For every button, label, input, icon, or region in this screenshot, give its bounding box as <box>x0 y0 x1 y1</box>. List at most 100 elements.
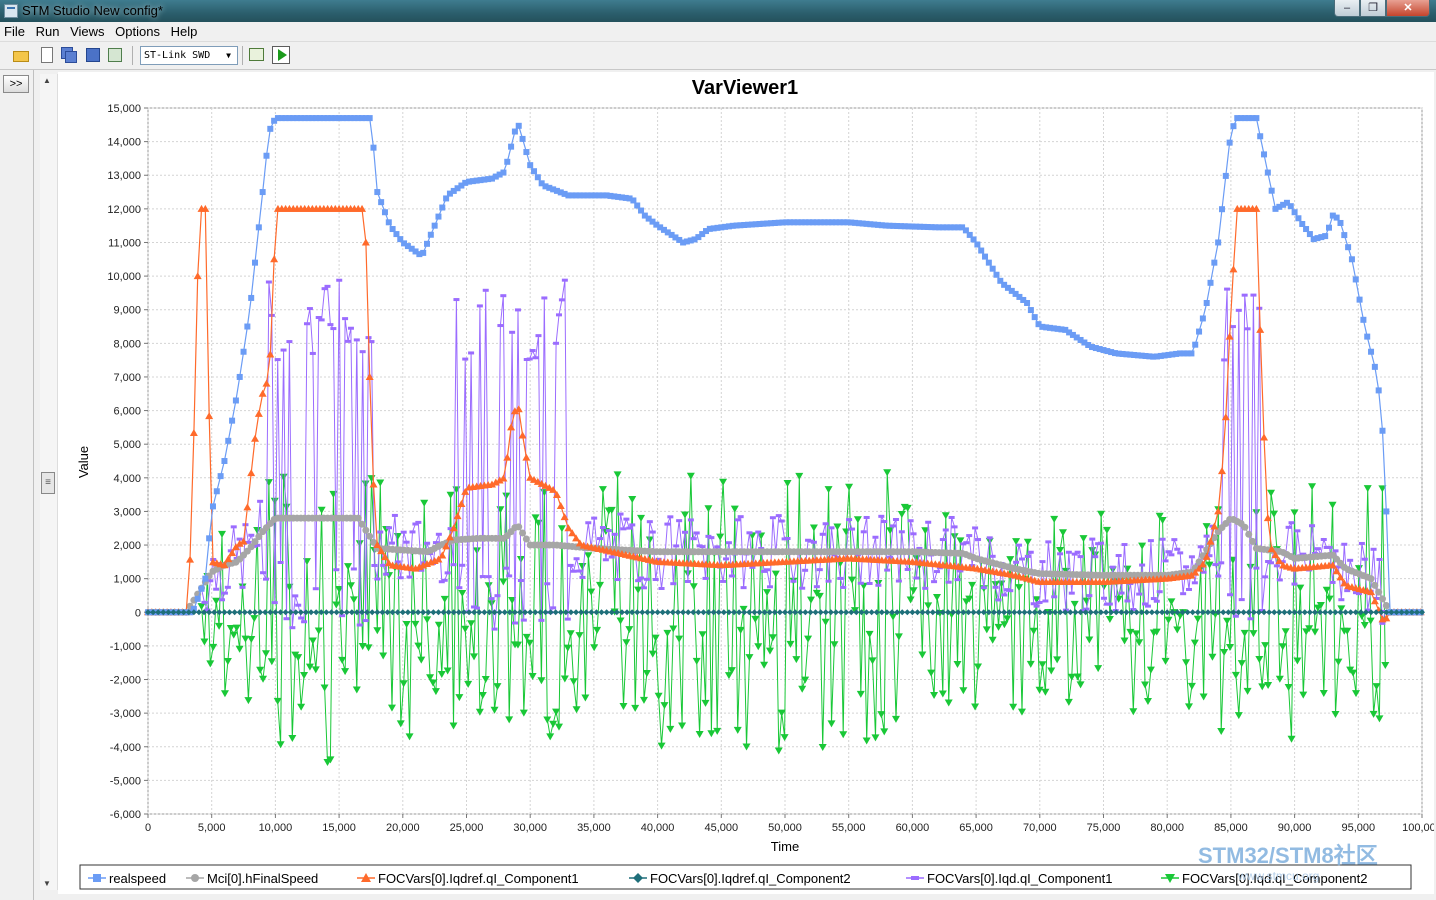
save-icon[interactable] <box>84 46 102 64</box>
data-point <box>1001 593 1008 597</box>
data-point <box>241 635 250 643</box>
data-point <box>1195 558 1203 566</box>
data-point <box>1052 609 1059 616</box>
close-button[interactable]: ✕ <box>1386 0 1430 17</box>
data-point <box>920 223 927 230</box>
data-point <box>664 229 671 236</box>
data-point <box>699 231 706 238</box>
data-point <box>1127 351 1134 358</box>
data-point <box>1001 609 1008 616</box>
table-icon[interactable] <box>248 46 266 64</box>
data-point <box>1134 352 1141 359</box>
data-point <box>649 609 656 616</box>
legend-marker <box>191 874 199 882</box>
data-point <box>887 555 894 559</box>
data-point <box>318 318 325 322</box>
save-all-icon[interactable] <box>60 46 78 64</box>
data-point <box>553 187 560 194</box>
data-point <box>347 115 354 122</box>
data-point <box>377 547 386 555</box>
data-point <box>894 223 901 230</box>
data-point <box>1012 538 1021 546</box>
data-point <box>1225 609 1232 616</box>
data-point <box>537 609 544 616</box>
data-point <box>430 609 437 616</box>
export-icon[interactable] <box>106 46 124 64</box>
data-point <box>673 544 680 548</box>
menu-views[interactable]: Views <box>70 24 105 39</box>
data-point <box>1074 550 1081 554</box>
data-point <box>1245 609 1252 616</box>
data-point <box>588 192 595 199</box>
data-point <box>253 526 262 534</box>
data-point <box>1023 538 1032 546</box>
data-point <box>261 650 270 658</box>
data-point <box>538 180 545 187</box>
scroll-down-icon[interactable]: ▼ <box>43 879 51 888</box>
data-point <box>197 603 206 611</box>
chevron-down-icon[interactable]: ▼ <box>226 51 231 60</box>
data-point <box>514 405 523 413</box>
data-point <box>985 259 992 266</box>
data-point <box>374 609 381 616</box>
data-point <box>557 609 564 616</box>
data-point <box>1344 589 1351 593</box>
data-point <box>914 609 921 616</box>
data-point <box>478 692 487 700</box>
new-file-icon[interactable] <box>38 46 56 64</box>
probe-select[interactable]: ST-Link SWD ▼ <box>140 46 238 65</box>
data-point <box>491 609 498 616</box>
data-point <box>1067 609 1074 616</box>
menu-file[interactable]: File <box>4 24 25 39</box>
data-point <box>371 563 378 567</box>
data-point <box>863 609 870 616</box>
data-point <box>283 617 290 621</box>
data-point <box>783 479 792 487</box>
data-point <box>634 586 643 594</box>
x-tick-label: 70,000 <box>1023 822 1057 834</box>
data-point <box>868 609 875 616</box>
data-point <box>411 620 420 628</box>
scroll-thumb[interactable]: ≡ <box>41 472 55 494</box>
expand-panel-button[interactable]: >> <box>3 75 29 93</box>
x-tick-label: 90,000 <box>1278 822 1312 834</box>
data-point <box>825 579 832 583</box>
data-point <box>1012 290 1019 297</box>
minimize-button[interactable]: – <box>1334 0 1360 17</box>
data-point <box>336 278 343 282</box>
data-point <box>1065 550 1072 554</box>
maximize-button[interactable]: ❐ <box>1360 0 1386 17</box>
data-point <box>1262 575 1269 579</box>
data-point <box>909 587 918 595</box>
data-point <box>680 239 687 246</box>
legend-label: FOCVars[0].Iqdref.qI_Component1 <box>378 871 579 886</box>
data-point <box>848 219 855 226</box>
data-point <box>780 734 789 742</box>
menu-run[interactable]: Run <box>35 24 60 39</box>
open-folder-icon[interactable] <box>12 46 30 64</box>
scroll-up-icon[interactable]: ▲ <box>43 76 51 85</box>
data-point <box>1249 630 1258 638</box>
window-title-bar: STM Studio New config* – ❐ ✕ <box>0 0 1436 22</box>
data-point <box>1261 609 1268 616</box>
data-point <box>298 616 305 620</box>
data-point <box>598 486 607 494</box>
data-point <box>674 609 681 616</box>
data-point <box>667 515 674 519</box>
data-point <box>1035 321 1042 328</box>
data-point <box>716 533 725 541</box>
vertical-scrollbar[interactable]: ▲ ≡ ▼ <box>40 74 58 890</box>
data-point <box>927 669 936 677</box>
data-point <box>245 540 252 544</box>
data-point <box>1287 735 1296 743</box>
data-point <box>648 650 657 658</box>
data-point <box>871 734 880 742</box>
menu-options[interactable]: Options <box>115 24 160 39</box>
data-point <box>481 676 490 684</box>
menu-help[interactable]: Help <box>170 24 198 39</box>
data-point <box>1046 609 1053 616</box>
data-point <box>186 555 195 563</box>
data-point <box>1375 387 1382 394</box>
data-point <box>1296 584 1305 592</box>
run-icon[interactable] <box>272 46 290 64</box>
